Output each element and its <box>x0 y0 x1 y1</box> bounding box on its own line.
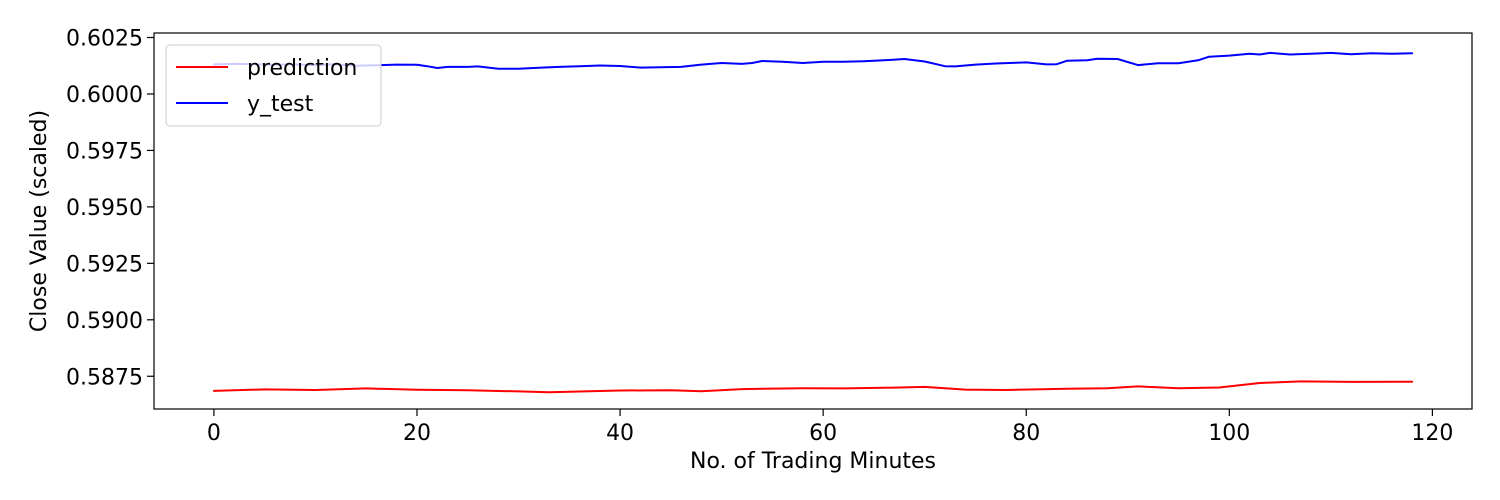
y-tick-label: 0.5925 <box>66 252 143 277</box>
y-tick-label: 0.5875 <box>66 365 143 390</box>
y-tick-label: 0.5950 <box>66 196 143 221</box>
legend: prediction y_test <box>165 44 382 127</box>
series-layer <box>212 51 1414 394</box>
y-tick-label: 0.6000 <box>66 83 143 108</box>
y-axis: 0.5875 0.5900 0.5925 0.5950 0.5975 0.6000 0.60… <box>66 27 154 390</box>
y-axis-title: Close Value (scaled) <box>27 110 52 332</box>
series-line-prediction <box>212 380 1414 394</box>
x-tick-label: 100 <box>1208 421 1250 446</box>
y-tick-label: 0.6025 <box>66 27 143 52</box>
x-tick-label: 120 <box>1411 421 1453 446</box>
x-tick-label: 40 <box>606 421 634 446</box>
x-tick-label: 60 <box>809 421 837 446</box>
legend-frame <box>165 44 382 127</box>
legend-label-prediction: prediction <box>247 56 357 81</box>
series-line-y-test <box>212 51 1414 70</box>
x-tick-label: 80 <box>1012 421 1040 446</box>
x-axis: 0 20 40 60 80 100 120 <box>207 409 1453 446</box>
x-tick-label: 0 <box>207 421 221 446</box>
x-tick-label: 20 <box>403 421 431 446</box>
x-axis-title: No. of Trading Minutes <box>690 449 936 474</box>
legend-label-y-test: y_test <box>247 92 314 117</box>
y-tick-label: 0.5975 <box>66 139 143 164</box>
y-tick-label: 0.5900 <box>66 309 143 334</box>
